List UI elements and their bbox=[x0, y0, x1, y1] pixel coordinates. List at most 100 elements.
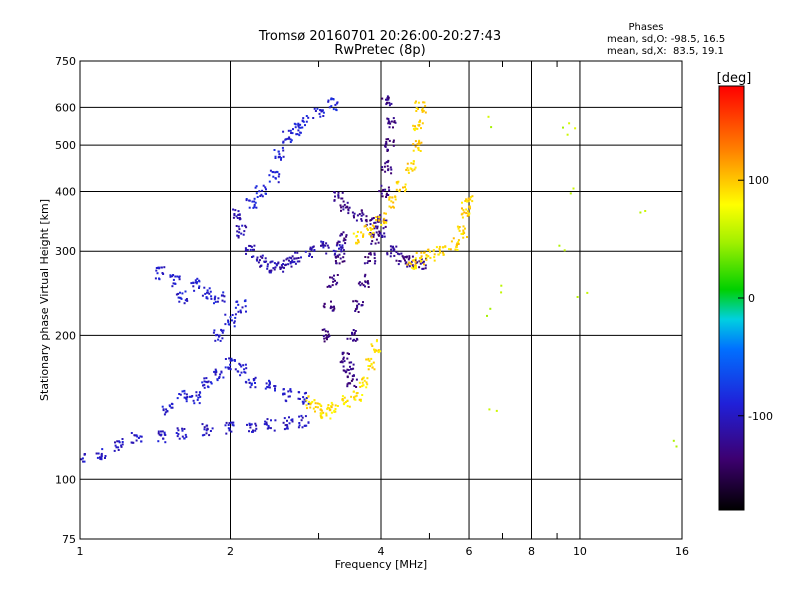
data-point bbox=[214, 295, 217, 298]
data-point bbox=[285, 263, 287, 266]
data-point bbox=[160, 433, 163, 436]
data-point bbox=[435, 246, 438, 249]
data-point bbox=[234, 209, 237, 212]
data-point bbox=[388, 205, 391, 208]
data-point bbox=[343, 203, 346, 206]
data-point bbox=[388, 121, 391, 124]
data-point bbox=[201, 423, 204, 426]
data-point bbox=[255, 185, 258, 188]
data-point bbox=[305, 424, 308, 427]
data-point bbox=[251, 248, 254, 251]
data-point bbox=[239, 374, 242, 377]
data-point bbox=[500, 284, 503, 287]
data-point bbox=[170, 406, 173, 409]
data-point bbox=[181, 427, 184, 430]
data-point bbox=[310, 249, 313, 251]
data-point bbox=[351, 332, 353, 335]
data-point bbox=[449, 248, 452, 251]
data-point bbox=[209, 290, 212, 293]
data-point bbox=[316, 402, 319, 405]
data-point bbox=[283, 428, 286, 431]
data-point bbox=[334, 279, 336, 282]
data-point bbox=[323, 337, 326, 340]
data-point bbox=[374, 221, 377, 224]
data-point bbox=[248, 244, 251, 247]
data-point bbox=[249, 426, 252, 429]
data-point bbox=[357, 311, 360, 313]
data-point bbox=[229, 359, 232, 362]
data-point bbox=[268, 174, 271, 177]
data-point bbox=[342, 249, 345, 252]
data-point bbox=[429, 256, 432, 259]
data-point bbox=[352, 214, 355, 217]
x-tick-label: 2 bbox=[227, 545, 234, 558]
data-point bbox=[367, 260, 370, 263]
data-point bbox=[274, 266, 277, 269]
data-point bbox=[268, 384, 271, 387]
data-point bbox=[392, 117, 395, 120]
data-point bbox=[362, 213, 365, 216]
data-point bbox=[331, 276, 334, 279]
data-point bbox=[171, 285, 174, 288]
data-point bbox=[269, 271, 272, 274]
data-point bbox=[305, 391, 307, 394]
data-point bbox=[385, 98, 387, 101]
data-point bbox=[375, 238, 378, 241]
data-point bbox=[288, 416, 290, 419]
data-point bbox=[239, 363, 242, 366]
data-point bbox=[319, 408, 322, 411]
data-point bbox=[572, 187, 575, 190]
data-point bbox=[406, 265, 409, 268]
data-point bbox=[346, 206, 349, 209]
data-point bbox=[242, 364, 245, 367]
trace-purple-cusp bbox=[333, 191, 427, 270]
data-point bbox=[374, 225, 377, 228]
data-point bbox=[360, 399, 362, 402]
data-point bbox=[330, 411, 333, 414]
data-point bbox=[302, 402, 305, 405]
data-point bbox=[354, 299, 357, 302]
data-point bbox=[203, 380, 206, 383]
data-point bbox=[311, 256, 313, 258]
data-point bbox=[574, 127, 577, 130]
data-point bbox=[298, 398, 301, 400]
data-point bbox=[307, 402, 310, 405]
data-point bbox=[313, 107, 316, 110]
data-point bbox=[225, 432, 228, 435]
data-point bbox=[275, 170, 278, 173]
data-point bbox=[383, 212, 386, 215]
data-point bbox=[367, 358, 370, 361]
data-point bbox=[394, 198, 397, 201]
data-point bbox=[404, 186, 406, 189]
data-point bbox=[221, 337, 224, 340]
data-point bbox=[342, 356, 345, 359]
data-point bbox=[157, 440, 160, 443]
data-point bbox=[328, 407, 331, 410]
data-point bbox=[332, 98, 335, 101]
data-point bbox=[173, 282, 176, 285]
data-point bbox=[341, 246, 344, 249]
data-point bbox=[433, 256, 436, 259]
data-point bbox=[214, 339, 217, 342]
data-point bbox=[455, 246, 458, 249]
data-point bbox=[288, 395, 291, 398]
data-point bbox=[406, 167, 409, 170]
data-point bbox=[275, 264, 278, 267]
data-point bbox=[217, 335, 220, 338]
data-point bbox=[387, 186, 390, 189]
data-point bbox=[672, 439, 675, 442]
data-point bbox=[328, 106, 331, 109]
data-point bbox=[280, 158, 282, 161]
data-point bbox=[346, 352, 349, 355]
data-point bbox=[355, 235, 358, 238]
data-point bbox=[386, 117, 389, 120]
data-point bbox=[279, 268, 282, 270]
data-point bbox=[423, 101, 426, 104]
data-point bbox=[373, 348, 375, 351]
data-point bbox=[300, 256, 302, 259]
data-point bbox=[237, 235, 240, 237]
data-point bbox=[210, 295, 213, 298]
data-point bbox=[229, 368, 232, 371]
data-point bbox=[362, 233, 365, 236]
data-point bbox=[356, 230, 359, 233]
